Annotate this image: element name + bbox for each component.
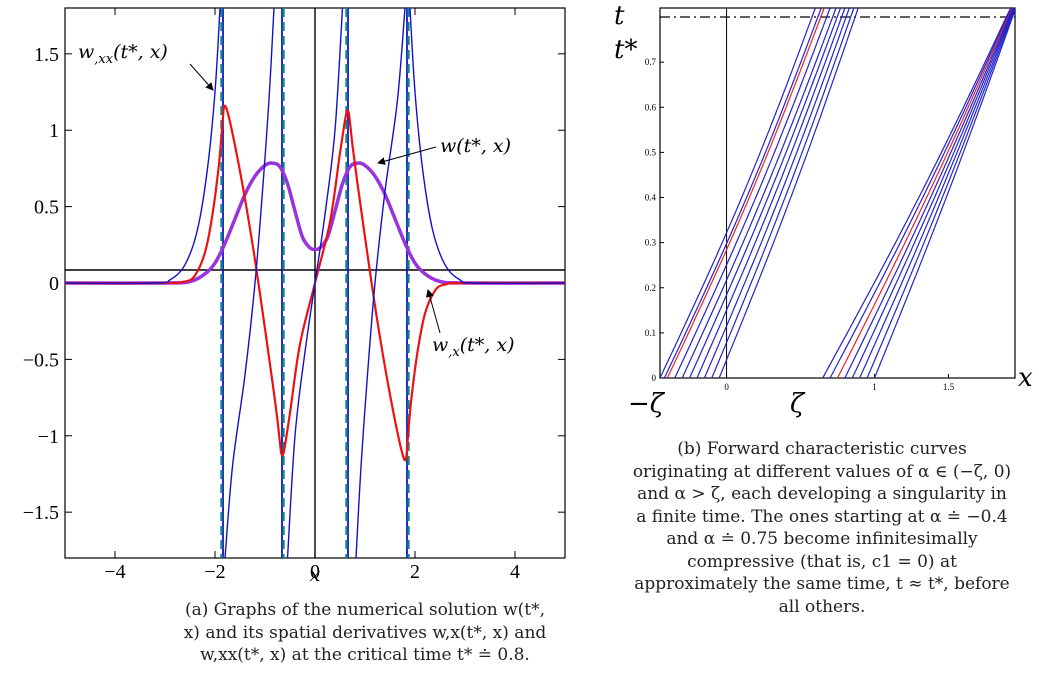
y-tick-label: 0.5 [34,197,59,219]
panel-b-frame [659,7,1016,379]
x-tick-label: 1 [872,382,877,392]
x-tick-label: 0 [724,382,729,392]
annotation-wx: w,x(t*, x) [432,334,515,360]
highlighted-characteristic [666,8,825,378]
panel-b-x-ticks: 0 1 1.5 [724,374,955,392]
series-wxxtx-line [409,8,565,284]
characteristic-curve [689,8,842,378]
y-tick-label: 0.5 [645,147,657,157]
x-tick-label: 4 [510,561,520,583]
panel-a: 1.5 1 0.5 0 −0.5 −1 −1.5 −4 −2 0 2 4 x w,xx(t*, x)… [23,7,566,586]
characteristic-curve [829,8,1012,378]
annotation-w: w(t*, x) [440,135,511,157]
series-wxxtx-line [224,8,275,558]
annotation-wxx: w,xx(t*, x) [78,41,168,67]
y-tick-label: 0 [49,273,59,295]
panel-b-tstar-label: t* [614,35,637,65]
y-tick-label: 0.7 [645,57,657,67]
x-tick-label: 1.5 [943,382,955,392]
panel-b: 0.10.20.30.40.50.60.70 0 1 1.5 t t* x −ζ ζ [614,1,1033,419]
panel-b-y-ticks: 0.1 0.2 0.3 0.4 0.5 0.6 0.7 0 [645,57,664,383]
x-tick-label: 0 [310,561,320,583]
series-wxxtx-line [355,8,406,558]
y-tick-label: 1.5 [34,44,59,66]
annotation-wxx-arrow [189,63,214,91]
characteristic-curve [681,8,837,378]
panel-b-xlabel: x [1018,363,1033,393]
y-tick-label: 1 [49,120,59,142]
x-tick-label: −2 [204,561,225,583]
characteristic-curve [866,8,1015,378]
characteristic-curve [696,8,846,378]
series-wxxtx-line [65,8,221,284]
caption-a: (a) Graphs of the numerical solution w(t… [183,600,547,665]
annotation-wx-arrow [426,289,441,334]
highlighted-characteristic [836,8,1013,378]
characteristic-curve [663,8,822,378]
characteristic-curve [844,8,1014,378]
panel-a-xlabel: x [310,564,321,586]
panel-a-vertical-lines [220,8,410,558]
characteristic-curve [703,8,850,378]
panel-a-x-ticks: −4 −2 0 2 4 [104,8,520,583]
panel-a-curves [65,8,565,558]
y-tick-label: 0.2 [645,283,656,293]
zeta-label: ζ [790,389,806,419]
characteristic-curve [822,8,1012,378]
y-tick-label: 0.1 [645,328,656,338]
caption-b: (b) Forward characteristic curves origin… [632,439,1012,617]
panel-b-ylabel: t [614,1,625,31]
y-tick-label-zero: 0 [652,373,657,383]
y-tick-label: −0.5 [23,349,59,371]
characteristic-curve [660,8,816,378]
neg-zeta-label: −ζ [628,389,666,419]
y-tick-label: 0.6 [645,102,657,112]
characteristic-curve [873,8,1015,378]
x-tick-label: 2 [410,561,420,583]
annotation-w-arrow [377,146,437,165]
characteristic-curve [674,8,831,378]
y-tick-label: 0.3 [645,238,657,248]
characteristic-curve [859,8,1015,378]
series-wtx-line [65,161,565,285]
characteristic-curve [718,8,859,378]
characteristic-curve [711,8,855,378]
series-wxxtx-line [286,8,344,558]
x-tick-label: −4 [104,561,125,583]
y-tick-label: −1 [38,426,59,448]
characteristic-curve [851,8,1015,378]
y-tick-label: 0.4 [645,193,657,203]
y-tick-label: −1.5 [23,502,59,524]
panel-b-characteristics [660,8,1015,378]
